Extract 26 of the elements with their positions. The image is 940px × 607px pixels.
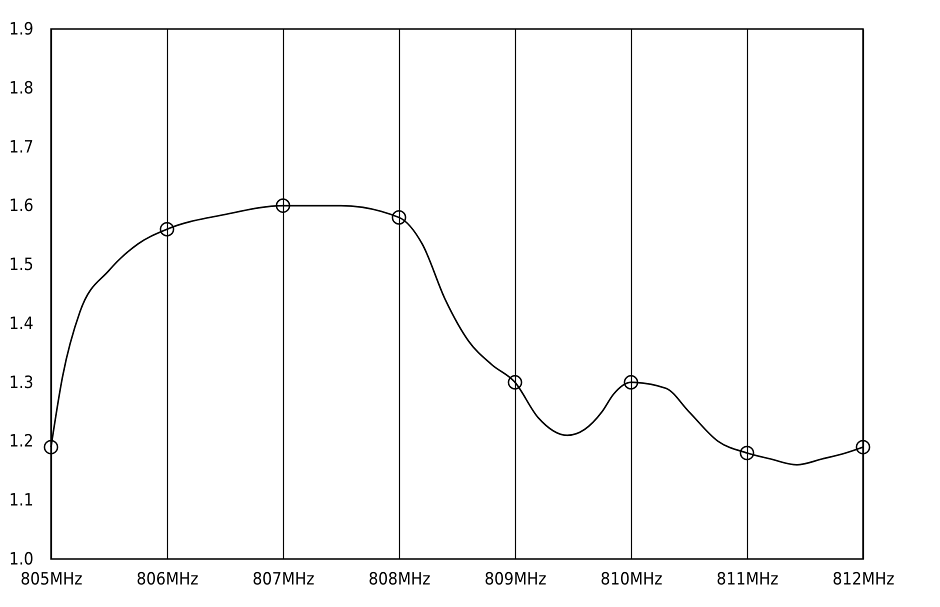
y-tick-label: 1.7 <box>9 137 34 158</box>
point <box>856 440 870 454</box>
y-tick-label: 1.3 <box>9 372 34 393</box>
point <box>740 446 754 460</box>
y-tick-label: 1.2 <box>9 432 34 452</box>
point <box>44 440 58 454</box>
x-tick-label: 808MHz <box>368 570 430 590</box>
x-tick-label: 810MHz <box>600 570 662 590</box>
x-tick-label: 807MHz <box>252 570 314 590</box>
x-tick-label: 805MHz <box>20 570 82 590</box>
x-tick-label: 811MHz <box>716 570 778 590</box>
x-tick-label: 806MHz <box>136 570 198 590</box>
y-tick-label: 1.8 <box>9 78 34 98</box>
y-tick-label: 1.5 <box>9 255 34 276</box>
point <box>508 375 522 390</box>
point <box>276 198 290 213</box>
y-tick-label: 1.0 <box>9 550 34 570</box>
point <box>392 210 406 225</box>
y-tick-label: 1.6 <box>9 196 34 216</box>
point <box>160 222 174 236</box>
y-tick-label: 1.4 <box>9 314 34 334</box>
y-tick-label: 1.1 <box>9 490 34 511</box>
x-tick-label: 809MHz <box>484 570 546 590</box>
x-tick-label: 812MHz <box>832 570 894 590</box>
point <box>624 375 638 390</box>
y-tick-label: 1.9 <box>9 20 34 40</box>
